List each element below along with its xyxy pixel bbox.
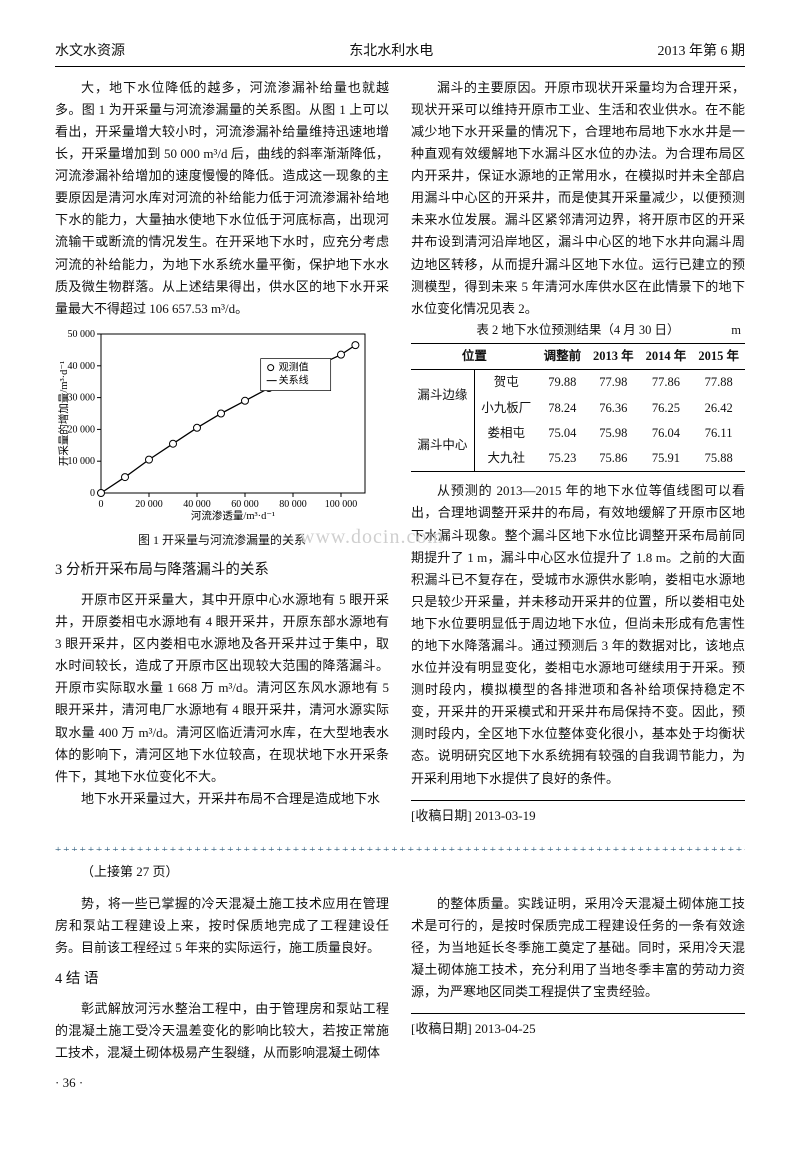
svg-text:20 000: 20 000 <box>135 499 163 510</box>
svg-text:0: 0 <box>90 488 95 499</box>
section-3-title: 3 分析开采布局与降落漏斗的关系 <box>55 558 389 583</box>
svg-text:80 000: 80 000 <box>279 499 307 510</box>
svg-text:40 000: 40 000 <box>183 499 211 510</box>
header-center: 东北水利水电 <box>349 40 433 64</box>
right-column: 漏斗的主要原因。开原市现状开采量均为合理开采，现状开采可以维持开原市工业、生活和… <box>411 77 745 827</box>
svg-text:河流渗透量/m³·d⁻¹: 河流渗透量/m³·d⁻¹ <box>191 509 275 521</box>
left-p3: 地下水开采量过大，开采井布局不合理是造成地下水 <box>55 788 389 810</box>
table-2-caption: 表 2 地下水位预测结果（4 月 30 日） m <box>411 320 745 341</box>
svg-text:10 000: 10 000 <box>68 456 96 467</box>
svg-text:0: 0 <box>99 499 104 510</box>
svg-text:20 000: 20 000 <box>68 424 96 435</box>
bottom-right-col: 的整体质量。实践证明，采用冷天混凝土砌体施工技术是可行的，是按时保质完成工程建设… <box>411 893 745 1064</box>
svg-text:50 000: 50 000 <box>68 329 96 340</box>
svg-text:观测值: 观测值 <box>279 360 309 373</box>
main-columns: 大，地下水位降低的越多，河流渗漏补给量也就越多。图 1 为开采量与河流渗漏量的关… <box>55 77 745 827</box>
header-left: 水文水资源 <box>55 40 125 64</box>
right-p2: 从预测的 2013—2015 年的地下水位等值线图可以看出，合理地调整开采井的布… <box>411 480 745 789</box>
chart-svg: 0 20 000 40 000 60 000 80 000 100 000 0 10 000 2… <box>55 326 375 521</box>
section-4-title: 4 结 语 <box>55 967 389 992</box>
svg-text:开采量的增加量/m³·d⁻¹: 开采量的增加量/m³·d⁻¹ <box>57 361 70 466</box>
svg-text:30 000: 30 000 <box>68 392 96 403</box>
left-p2: 开原市区开采量大，其中开原中心水源地有 5 眼开采井，开原娄相屯水源地有 4 眼… <box>55 589 389 788</box>
page-number: · 36 · <box>55 1072 745 1094</box>
section-divider: ++++++++++++++++++++++++++++++++++++++++… <box>55 841 745 851</box>
bottom-right-p1: 的整体质量。实践证明，采用冷天混凝土砌体施工技术是可行的，是按时保质完成工程建设… <box>411 893 745 1003</box>
table-unit: m <box>731 320 741 341</box>
bottom-left-p1: 势，将一些已掌握的冷天混凝土施工技术应用在管理房和泵站工程建设上来，按时保质地完… <box>55 893 389 959</box>
svg-text:100 000: 100 000 <box>325 499 358 510</box>
svg-text:关系线: 关系线 <box>279 373 309 386</box>
left-p1: 大，地下水位降低的越多，河流渗漏补给量也就越多。图 1 为开采量与河流渗漏量的关… <box>55 77 389 320</box>
svg-text:60 000: 60 000 <box>231 499 259 510</box>
receipt-date-2: [收稿日期] 2013-04-25 <box>411 1013 745 1040</box>
receipt-date-1: [收稿日期] 2013-03-19 <box>411 800 745 827</box>
continued-from: （上接第 27 页） <box>55 861 745 883</box>
bottom-left-p2: 彰武解放河污水整治工程中，由于管理房和泵站工程的混凝土施工受冷天温差变化的影响比… <box>55 998 389 1064</box>
table-2: 位置调整前2013 年2014 年2015 年漏斗边缘贺屯79.8877.987… <box>411 343 745 472</box>
left-column: 大，地下水位降低的越多，河流渗漏补给量也就越多。图 1 为开采量与河流渗漏量的关… <box>55 77 389 827</box>
bottom-left-col: 势，将一些已掌握的冷天混凝土施工技术应用在管理房和泵站工程建设上来，按时保质地完… <box>55 893 389 1064</box>
svg-text:40 000: 40 000 <box>68 361 96 372</box>
header-right: 2013 年第 6 期 <box>658 40 746 64</box>
table-caption-text: 表 2 地下水位预测结果（4 月 30 日） <box>476 323 679 337</box>
page-header: 水文水资源 东北水利水电 2013 年第 6 期 <box>55 40 745 67</box>
right-p1: 漏斗的主要原因。开原市现状开采量均为合理开采，现状开采可以维持开原市工业、生活和… <box>411 77 745 320</box>
figure-1-caption: 图 1 开采量与河流渗漏量的关系 <box>55 530 389 550</box>
figure-1: 0 20 000 40 000 60 000 80 000 100 000 0 10 000 2… <box>55 326 389 528</box>
bottom-columns: 势，将一些已掌握的冷天混凝土施工技术应用在管理房和泵站工程建设上来，按时保质地完… <box>55 893 745 1064</box>
